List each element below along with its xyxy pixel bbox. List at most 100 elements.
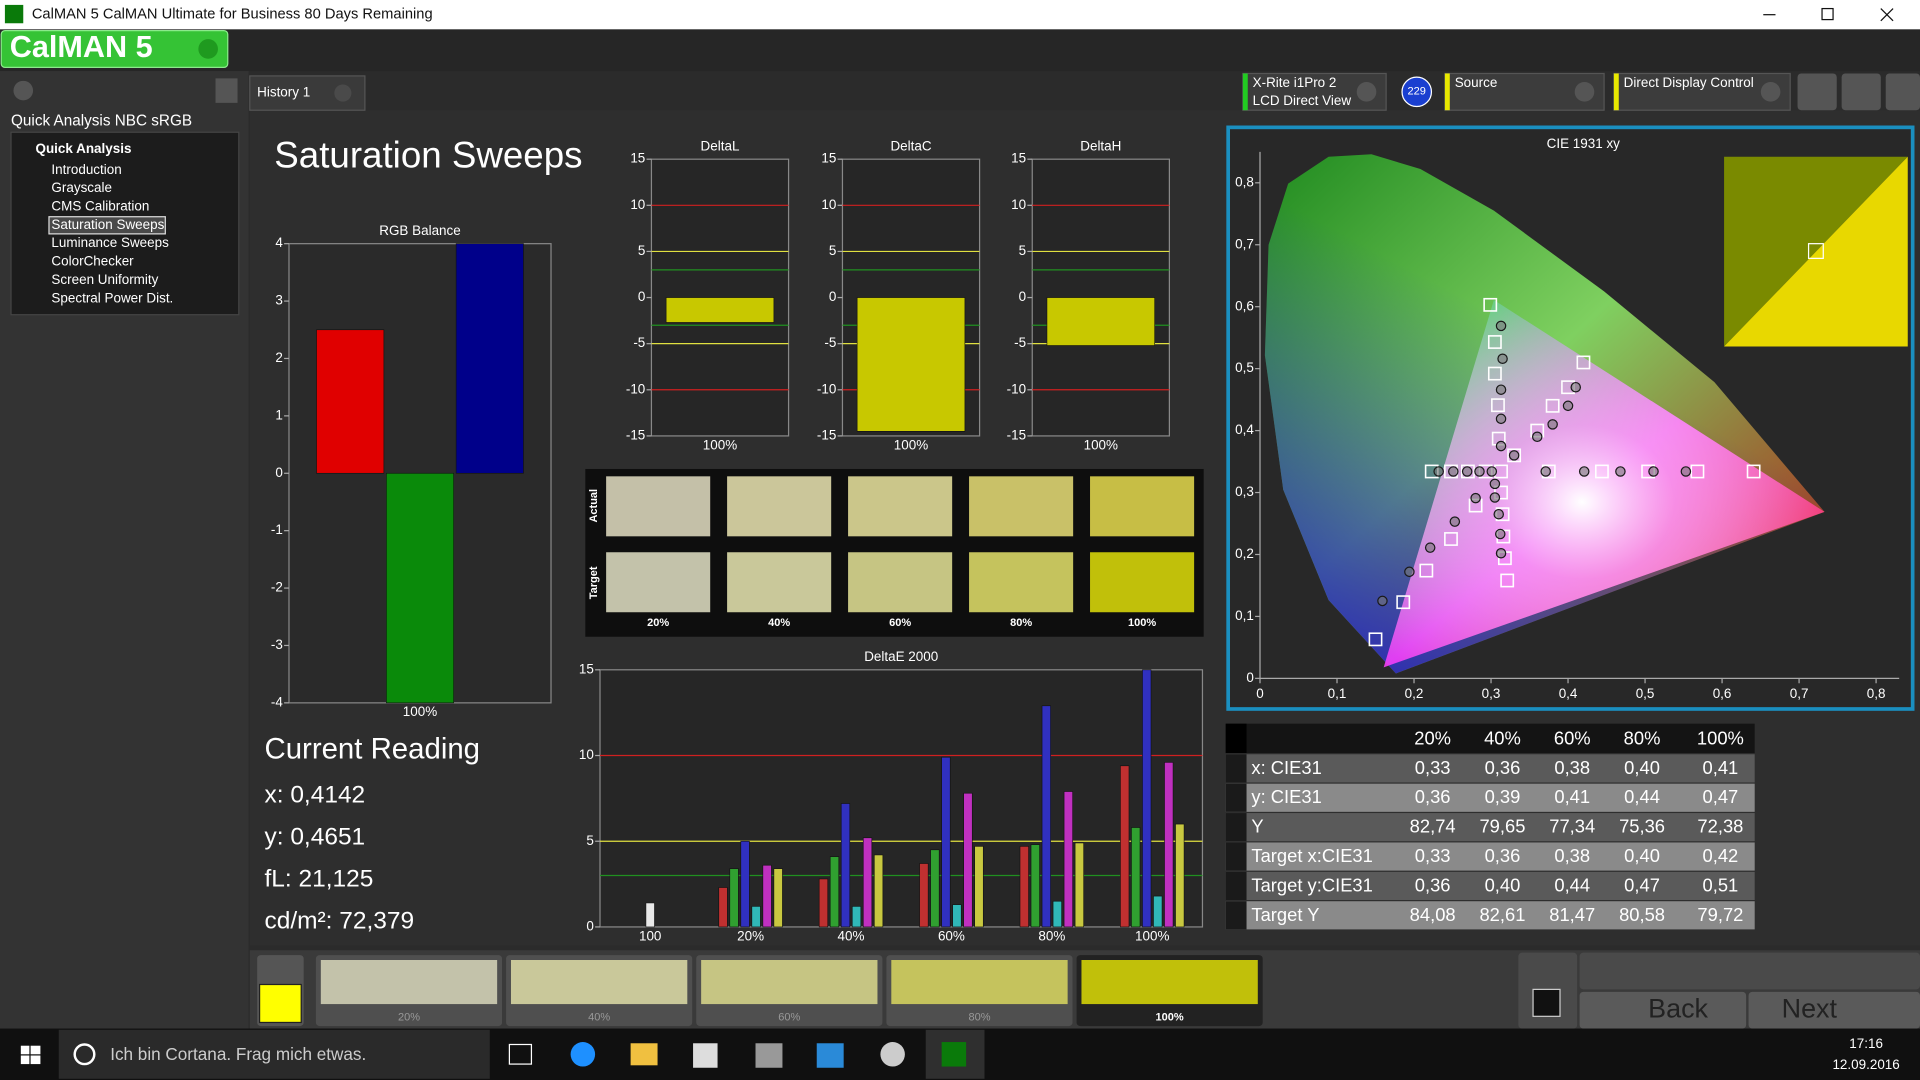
app-icon-1[interactable] [755, 1043, 783, 1068]
device-label: Direct Display Control [1624, 75, 1754, 90]
device-dropdown[interactable] [1356, 82, 1377, 102]
bar [762, 864, 772, 928]
measured-point [1495, 440, 1507, 452]
measured-point [1404, 566, 1415, 578]
collapse-button[interactable] [1885, 73, 1920, 111]
explorer-icon[interactable] [630, 1043, 658, 1066]
nav-item[interactable]: CMS Calibration [51, 199, 149, 214]
table-cell: Target x:CIE31 [1251, 845, 1372, 866]
help-button[interactable] [1841, 73, 1881, 111]
device-label: X-Rite i1Pro 2 [1253, 75, 1337, 90]
x-tick-label: 80% [1038, 928, 1065, 943]
task-view[interactable] [508, 1043, 533, 1065]
target-swatch [606, 552, 711, 613]
table-row [1225, 754, 1755, 783]
device-stripe [1242, 73, 1248, 111]
logo-menu[interactable] [198, 39, 218, 59]
window-controls[interactable] [1763, 7, 1894, 22]
cie-locus [1264, 154, 1825, 674]
y-tick-label: -1 [271, 522, 283, 537]
device-dropdown[interactable] [1574, 82, 1595, 102]
measured-point [1493, 508, 1504, 520]
window-title: CalMAN 5 CalMAN Ultimate for Business 80… [32, 7, 433, 23]
table-cell: 0,40 [1485, 874, 1521, 895]
strip-swatches: 20% 40% 60% 80% 100% [315, 955, 1263, 1027]
store-icon[interactable] [693, 1043, 718, 1068]
measured-point [1489, 478, 1501, 490]
tab-add[interactable] [334, 84, 352, 102]
y-tick-label: 15 [579, 661, 594, 676]
y-tick-label: -5 [633, 335, 645, 350]
table-header-cell: 40% [1484, 727, 1521, 748]
sidebar-pin[interactable] [13, 80, 34, 101]
app-icon-3[interactable] [880, 1042, 905, 1067]
nav-item[interactable]: Grayscale [51, 180, 112, 195]
target-point [1444, 532, 1458, 546]
bar [718, 887, 728, 928]
device-sub: LCD Direct View [1253, 93, 1352, 108]
bar [1030, 844, 1040, 928]
table-cell: 82,61 [1479, 904, 1525, 925]
chart-title: DeltaC [890, 139, 931, 154]
logo[interactable] [0, 30, 229, 68]
device-dropdown[interactable] [1760, 82, 1781, 102]
y-tick-label: 10 [630, 197, 645, 212]
target-point [1507, 448, 1522, 463]
measured-point [1680, 466, 1692, 477]
back-button[interactable] [1579, 991, 1747, 1029]
nav-item[interactable]: ColorChecker [51, 254, 134, 269]
y-tick-label: -10 [626, 381, 645, 396]
swatch-label: 80% [1010, 617, 1032, 629]
y-tick-label: 10 [821, 197, 836, 212]
table-cell: 0,36 [1415, 786, 1451, 807]
y-tick-label: 5 [1019, 243, 1026, 258]
actual-swatch [848, 476, 953, 537]
y-tick-label: 5 [638, 243, 645, 258]
start-button[interactable] [20, 1045, 41, 1065]
measured-point [1489, 492, 1501, 503]
nav-item[interactable]: Introduction [51, 162, 121, 177]
data-table: 20% 40% 60% 80% 100% x: CIE31 0,33 0,36 0,38 0,40… [1225, 723, 1755, 930]
settings-button[interactable] [1797, 73, 1837, 111]
y-tick-label: -4 [271, 694, 283, 709]
y-tick-label: 0,8 [1235, 174, 1254, 189]
x-tick-label: 100% [703, 437, 737, 452]
cie-inset [1724, 156, 1908, 347]
y-tick-label: -3 [271, 637, 283, 652]
app-icon-2[interactable] [816, 1043, 844, 1068]
table-cell: Target y:CIE31 [1251, 874, 1372, 895]
measured-point [1648, 466, 1659, 477]
reading-line: x: 0,4142 [264, 781, 365, 808]
playback-buttons[interactable] [1579, 952, 1920, 990]
table-cell: 79,65 [1479, 816, 1525, 837]
app-icon [4, 4, 24, 24]
edge-icon[interactable] [570, 1042, 596, 1067]
nav-item[interactable]: Spectral Power Dist. [51, 290, 173, 305]
bar [1019, 846, 1029, 928]
target-swatch [1090, 552, 1195, 613]
strip-label: 100% [1156, 1011, 1184, 1023]
search-box[interactable] [58, 1029, 490, 1079]
table-row-marker [1225, 901, 1247, 930]
nav-item[interactable]: Luminance Sweeps [51, 235, 169, 250]
nav-root[interactable]: Quick Analysis [36, 141, 132, 156]
search-text: Ich bin Cortana. Frag mich etwas. [110, 1044, 366, 1064]
bar [645, 902, 655, 928]
table-cell: 0,51 [1703, 874, 1739, 895]
bar [818, 878, 829, 928]
swatch-label: 20% [647, 617, 669, 629]
sidebar-collapse[interactable] [215, 78, 238, 103]
device-stripe [1613, 73, 1619, 111]
clock-date: 12.09.2016 [1832, 1057, 1899, 1072]
x-tick-label: 0,6 [1713, 686, 1732, 701]
next-button[interactable] [1748, 991, 1920, 1029]
target-point [1487, 335, 1502, 349]
y-tick-label: 0,4 [1235, 422, 1254, 437]
table-cell: Y [1251, 816, 1263, 837]
bar [1164, 762, 1174, 928]
reading-title: Current Reading [264, 732, 480, 765]
bar [455, 243, 524, 474]
nav-item[interactable]: Screen Uniformity [51, 272, 158, 287]
nav-item[interactable]: Saturation Sweeps [51, 217, 164, 232]
